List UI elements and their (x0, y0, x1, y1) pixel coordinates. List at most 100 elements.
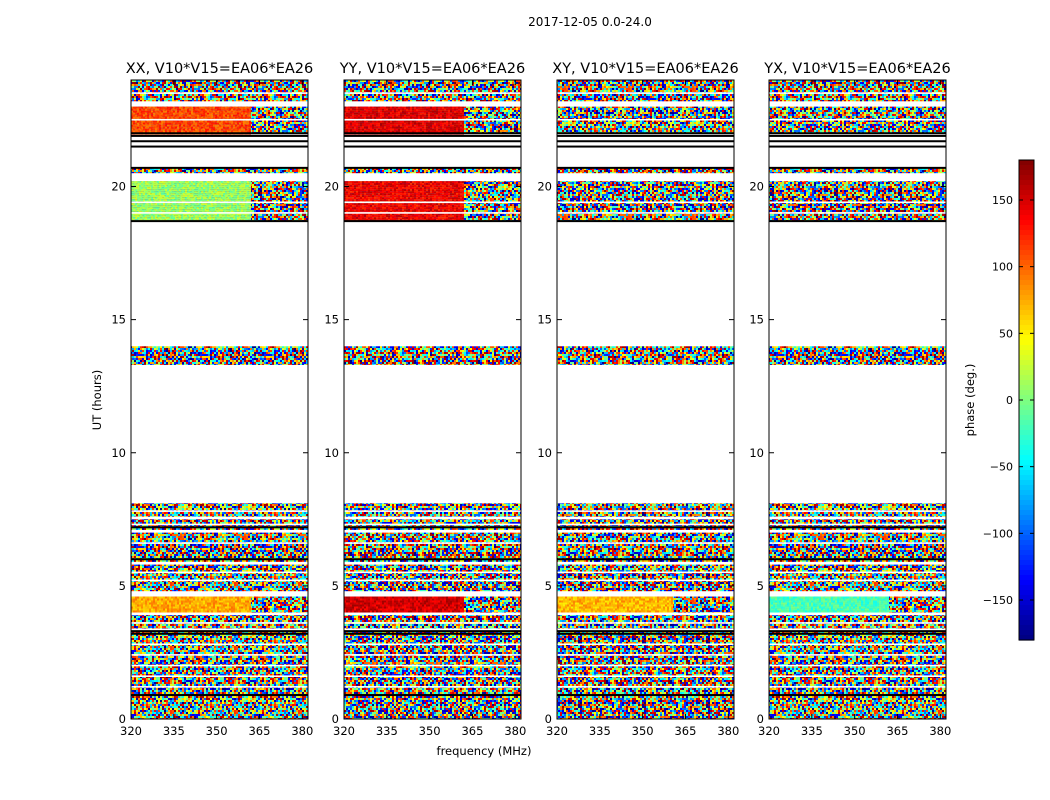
coherent-pixel (458, 604, 460, 607)
coherent-pixel (452, 106, 454, 109)
coherent-pixel (173, 120, 175, 123)
coherent-pixel (191, 608, 193, 611)
coherent-pixel (422, 122, 424, 125)
coherent-pixel (145, 610, 147, 613)
coherent-pixel (370, 114, 372, 117)
coherent-pixel (203, 126, 205, 129)
coherent-pixel (358, 608, 360, 611)
coherent-pixel (442, 185, 444, 188)
coherent-pixel (414, 199, 416, 202)
coherent-pixel (243, 610, 245, 613)
coherent-pixel (396, 610, 398, 613)
coherent-pixel (404, 124, 406, 127)
coherent-pixel (225, 207, 227, 210)
coherent-pixel (215, 126, 217, 129)
coherent-pixel (362, 189, 364, 192)
coherent-pixel (205, 598, 207, 601)
coherent-pixel (346, 215, 348, 218)
coherent-pixel (171, 604, 173, 607)
flag-gap (131, 510, 308, 512)
coherent-pixel (458, 114, 460, 117)
coherent-pixel (199, 608, 201, 611)
coherent-pixel (157, 606, 159, 609)
coherent-pixel (169, 600, 171, 603)
coherent-pixel (412, 193, 414, 196)
coherent-pixel (430, 604, 432, 607)
coherent-pixel (396, 596, 398, 599)
coherent-pixel (211, 191, 213, 194)
coherent-pixel (227, 183, 229, 186)
coherent-pixel (137, 187, 139, 190)
coherent-pixel (446, 604, 448, 607)
coherent-pixel (133, 181, 135, 184)
coherent-pixel (215, 185, 217, 188)
data-band (131, 631, 308, 719)
coherent-pixel (137, 610, 139, 613)
coherent-pixel (372, 128, 374, 131)
coherent-pixel (241, 195, 243, 198)
coherent-pixel (173, 207, 175, 210)
coherent-pixel (215, 606, 217, 609)
flag-gap (131, 571, 308, 574)
coherent-pixel (372, 209, 374, 212)
coherent-pixel (175, 217, 177, 220)
coherent-pixel (382, 217, 384, 220)
coherent-pixel (350, 193, 352, 196)
coherent-pixel (384, 189, 386, 192)
coherent-pixel (203, 106, 205, 109)
coherent-pixel (348, 197, 350, 200)
coherent-pixel (396, 128, 398, 131)
coherent-pixel (398, 213, 400, 216)
coherent-pixel (131, 191, 133, 194)
coherent-pixel (195, 124, 197, 127)
coherent-pixel (149, 217, 151, 220)
coherent-pixel (239, 183, 241, 186)
coherent-pixel (199, 116, 201, 119)
coherent-pixel (356, 213, 358, 216)
coherent-pixel (362, 217, 364, 220)
coherent-pixel (195, 191, 197, 194)
coherent-pixel (346, 596, 348, 599)
coherent-pixel (215, 112, 217, 115)
coherent-pixel (221, 203, 223, 206)
coherent-pixel (410, 604, 412, 607)
coherent-pixel (153, 183, 155, 186)
coherent-pixel (456, 116, 458, 119)
coherent-pixel (410, 183, 412, 186)
coherent-pixel (131, 602, 133, 605)
coherent-pixel (374, 195, 376, 198)
coherent-pixel (408, 203, 410, 206)
coherent-pixel (145, 120, 147, 123)
coherent-pixel (147, 203, 149, 206)
coherent-pixel (135, 606, 137, 609)
coherent-pixel (428, 217, 430, 220)
coherent-pixel (356, 122, 358, 125)
coherent-pixel (400, 203, 402, 206)
coherent-pixel (239, 130, 241, 133)
coherent-pixel (197, 598, 199, 601)
coherent-pixel (223, 207, 225, 210)
coherent-pixel (219, 215, 221, 218)
coherent-pixel (165, 209, 167, 212)
coherent-pixel (368, 193, 370, 196)
coherent-pixel (370, 205, 372, 208)
coherent-pixel (139, 197, 141, 200)
coherent-pixel (153, 608, 155, 611)
coherent-pixel (428, 128, 430, 131)
coherent-pixel (350, 110, 352, 113)
coherent-pixel (173, 608, 175, 611)
coherent-pixel (205, 207, 207, 210)
coherent-pixel (179, 193, 181, 196)
coherent-pixel (137, 130, 139, 133)
coherent-pixel (227, 124, 229, 127)
coherent-pixel (370, 110, 372, 113)
coherent-pixel (364, 114, 366, 117)
coherent-pixel (372, 110, 374, 113)
coherent-pixel (165, 195, 167, 198)
flag-line (131, 632, 308, 635)
coherent-pixel (432, 610, 434, 613)
coherent-pixel (139, 207, 141, 210)
coherent-pixel (374, 183, 376, 186)
coherent-pixel (231, 608, 233, 611)
coherent-pixel (440, 108, 442, 111)
